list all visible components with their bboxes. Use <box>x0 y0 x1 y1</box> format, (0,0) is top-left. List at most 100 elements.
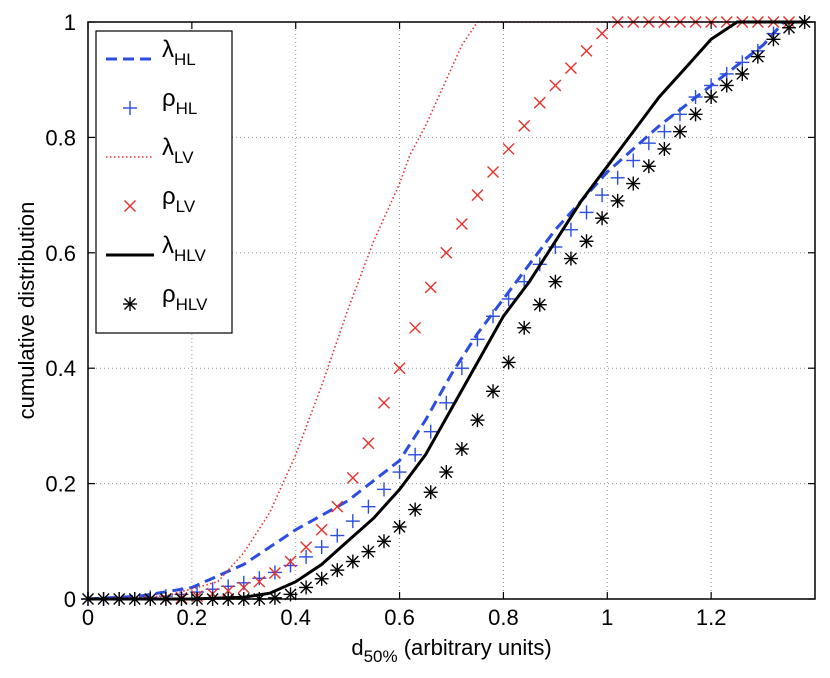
legend-label-main: ρ <box>162 183 176 210</box>
data-point-rho-hl <box>299 549 314 564</box>
data-point-rho-hl <box>252 571 267 586</box>
data-point-rho-lv <box>549 79 562 92</box>
x-tick-label: 1.2 <box>696 605 727 630</box>
legend-swatch-rho-hlv <box>123 297 137 311</box>
data-point-rho-hl <box>501 291 516 306</box>
x-tick-label: 1 <box>601 605 613 630</box>
legend-label-rho-hlv: ρHLV <box>162 281 208 314</box>
legend-label-sub: LV <box>174 148 194 167</box>
data-point-rho-hl <box>470 332 485 347</box>
data-point-rho-lv <box>362 437 375 450</box>
data-point-rho-lv <box>268 567 281 580</box>
data-point-rho-hlv <box>750 49 765 64</box>
y-tick-label: 0.4 <box>45 356 76 381</box>
data-point-rho-lv <box>409 321 422 334</box>
data-point-rho-lv <box>377 396 390 409</box>
data-point-rho-hlv <box>782 20 797 35</box>
legend-label-sub: HLV <box>174 246 206 265</box>
x-axis-label: d50% (arbitrary units) <box>351 635 551 666</box>
data-point-rho-lv <box>393 362 406 375</box>
legend-entry-rho-hlv: ρHLV <box>123 281 208 314</box>
legend-entry-rho-hl: ρHL <box>123 85 197 118</box>
legend-entry-lambda-hl: λHL <box>106 36 196 69</box>
data-point-rho-lv <box>502 142 515 155</box>
data-point-rho-hl <box>423 424 438 439</box>
legend-entry-lambda-hlv: λHLV <box>106 232 206 265</box>
data-point-rho-hlv <box>361 544 376 559</box>
data-point-rho-lv <box>315 523 328 536</box>
legend-label-sub: HLV <box>176 295 208 314</box>
legend-label-sub: LV <box>176 197 196 216</box>
data-point-rho-lv <box>237 581 250 594</box>
legend-label-main: λ <box>162 232 174 259</box>
legend-label-main: λ <box>162 36 174 63</box>
data-point-rho-hl <box>454 361 469 376</box>
legend-box <box>95 30 233 334</box>
data-point-rho-hlv <box>392 519 407 534</box>
data-point-rho-hlv <box>423 485 438 500</box>
series-lambda-hl <box>87 20 785 601</box>
series-line-lambda-hlv <box>88 20 805 601</box>
data-point-rho-lv <box>300 541 313 554</box>
data-point-rho-hlv <box>299 580 314 595</box>
plot-frame <box>87 21 816 600</box>
legend-label-rho-hl: ρHL <box>162 85 197 118</box>
legend-label-rho-lv: ρLV <box>162 183 196 216</box>
data-point-rho-hl <box>439 395 454 410</box>
data-point-rho-hlv <box>532 297 547 312</box>
data-point-rho-hlv <box>470 413 485 428</box>
data-point-rho-hl <box>563 222 578 237</box>
data-point-rho-hlv <box>548 274 563 289</box>
data-point-rho-lv <box>518 119 531 132</box>
x-tick-label: 0.8 <box>488 605 519 630</box>
data-point-rho-hlv <box>704 90 719 105</box>
legend-entry-rho-lv: ρLV <box>124 183 196 216</box>
data-point-rho-hlv <box>626 176 641 191</box>
data-point-rho-hlv <box>454 441 469 456</box>
data-point-rho-lv <box>487 166 500 179</box>
y-tick-label: 0.8 <box>45 125 76 150</box>
grid <box>88 22 815 599</box>
data-point-rho-hlv <box>563 251 578 266</box>
legend-label-main: λ <box>162 134 174 161</box>
legend-label-lambda-lv: λLV <box>162 134 194 167</box>
series-line-lambda-hl <box>87 20 785 601</box>
data-point-rho-lv <box>284 555 297 568</box>
legend-label-main: ρ <box>162 281 176 308</box>
data-point-rho-hlv <box>657 141 672 156</box>
legend-label-lambda-hlv: λHLV <box>162 232 206 265</box>
data-point-rho-hl <box>314 540 329 555</box>
y-tick-label: 0.6 <box>45 241 76 266</box>
data-point-rho-hlv <box>610 193 625 208</box>
data-point-rho-hlv <box>376 534 391 549</box>
data-point-rho-hlv <box>345 554 360 569</box>
data-point-rho-lv <box>564 62 577 75</box>
data-point-rho-hlv <box>267 590 282 605</box>
x-axis-label-main: d <box>351 635 363 660</box>
data-point-rho-hlv <box>688 107 703 122</box>
data-point-rho-lv <box>580 44 593 57</box>
data-point-rho-hlv <box>735 66 750 81</box>
x-axis-label-sub: 50% <box>364 647 398 666</box>
legend-swatch-rho-hl <box>123 101 137 115</box>
data-point-rho-hlv <box>486 384 501 399</box>
data-point-rho-hlv <box>408 502 423 517</box>
data-point-rho-hl <box>626 153 641 168</box>
data-point-rho-hl <box>345 514 360 529</box>
data-point-rho-lv <box>596 27 609 40</box>
series-layer <box>81 15 812 606</box>
data-point-rho-hl <box>641 136 656 151</box>
data-point-rho-hl <box>579 205 594 220</box>
data-point-rho-hl <box>688 90 703 105</box>
legend-label-sub: HL <box>176 99 198 118</box>
data-point-rho-lv <box>253 575 266 588</box>
data-point-rho-hlv <box>641 159 656 174</box>
data-point-rho-hlv <box>439 465 454 480</box>
x-tick-label: 0 <box>82 605 94 630</box>
legend-label-lambda-hl: λHL <box>162 36 196 69</box>
x-tick-label: 0.6 <box>384 605 415 630</box>
data-point-rho-hlv <box>766 32 781 47</box>
data-point-rho-hlv <box>672 124 687 139</box>
